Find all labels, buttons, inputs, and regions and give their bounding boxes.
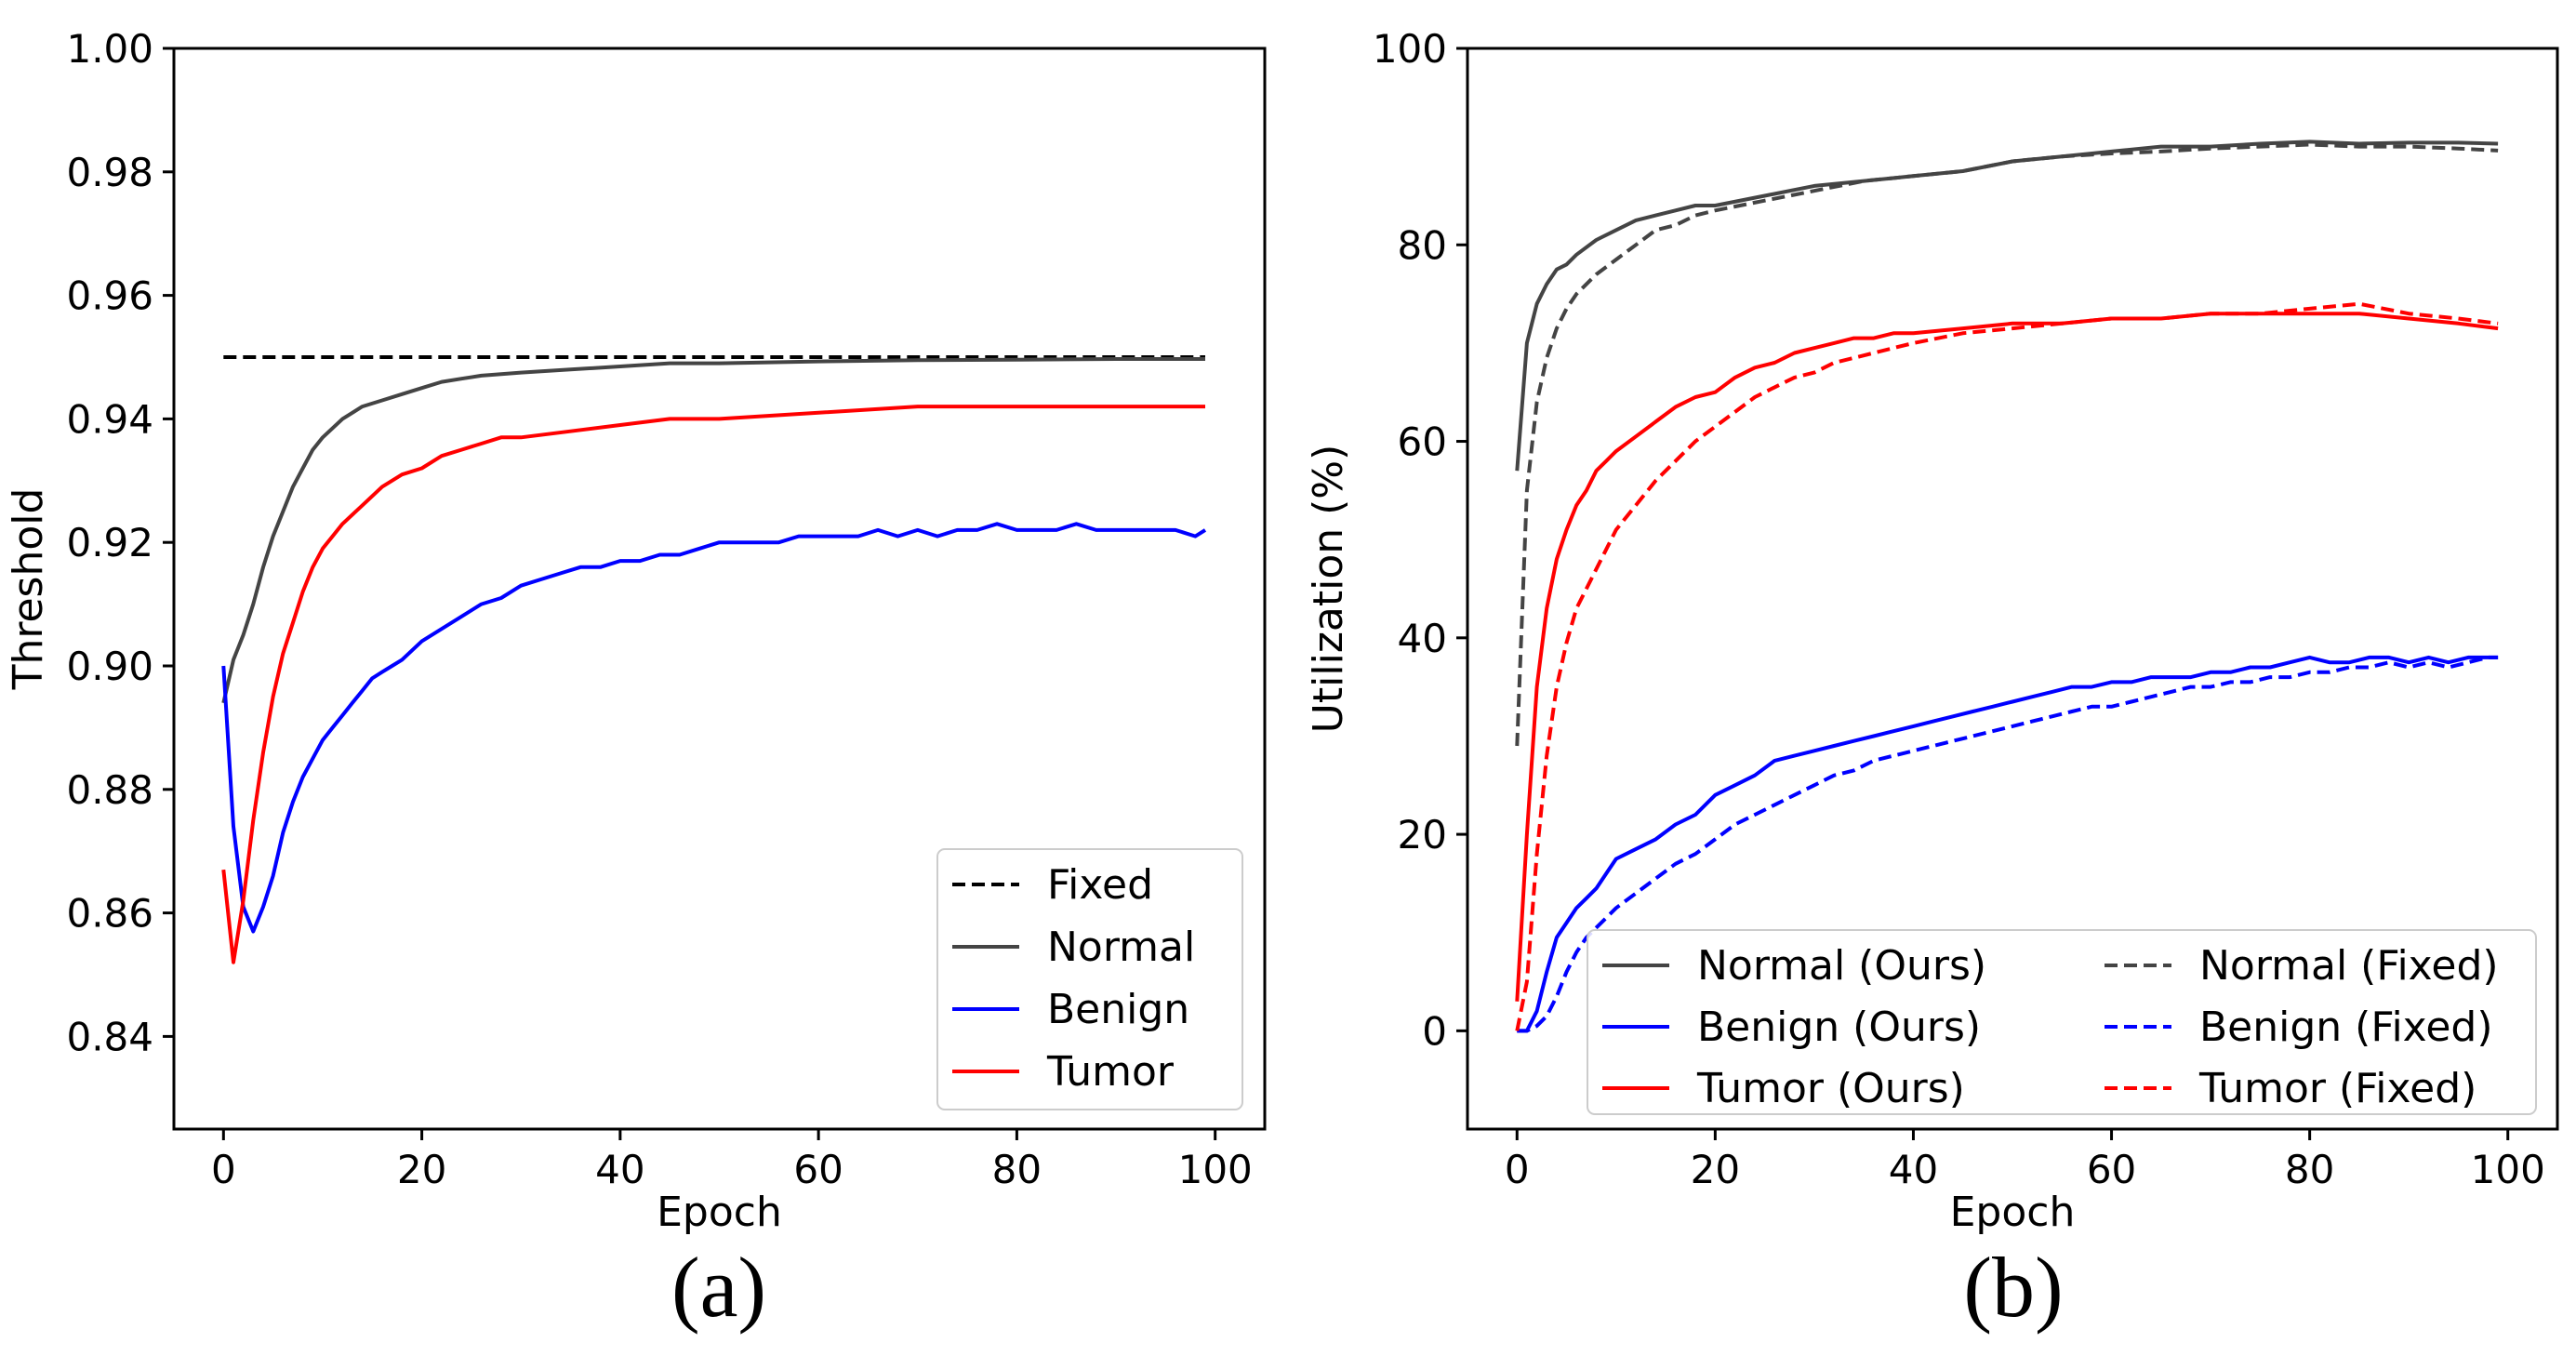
y-tick-label: 60: [1398, 419, 1447, 465]
x-tick-label: 100: [1178, 1147, 1253, 1192]
x-tick-label: 60: [793, 1147, 843, 1192]
panel-a: 0 20 40 60 80 100 0.84 0.86 0.88 0.90 0.92 0.94 0.96…: [5, 26, 1267, 1335]
y-tick-label: 40: [1398, 616, 1447, 661]
series-line-tumor: [221, 405, 1205, 964]
panel-caption: (b): [1963, 1240, 2063, 1335]
legend: Normal (Ours) Benign (Ours) Tumor (Ours) No…: [1587, 929, 2537, 1115]
panel-b: 0 20 40 60 80 100 0 20 40 60 80 100 Epoch Utilization…: [1305, 26, 2559, 1335]
y-tick-label: 100: [1373, 26, 1447, 72]
legend-label-tumor-fixed: Tumor (Fixed): [2198, 1065, 2476, 1112]
legend: Fixed Normal Benign Tumor: [936, 848, 1243, 1110]
y-tick-label: 20: [1398, 812, 1447, 857]
x-tick-label: 20: [1691, 1147, 1740, 1192]
y-tick-label: 0.88: [66, 767, 153, 813]
x-tick-label: 80: [2285, 1147, 2334, 1192]
y-tick-label: 0.92: [66, 520, 153, 565]
y-tick-label: 80: [1398, 222, 1447, 268]
series-line-normal: [221, 357, 1205, 704]
y-axis-label: Utilization (%): [1305, 445, 1352, 734]
legend-label-benign: Benign: [1047, 986, 1189, 1033]
y-axis-label: Threshold: [5, 488, 52, 691]
x-tick-label: 0: [211, 1147, 236, 1192]
x-tick-label: 100: [2471, 1147, 2545, 1192]
x-tick-label: 0: [1505, 1147, 1530, 1192]
y-tick-label: 0.98: [66, 150, 153, 195]
legend-label-normal: Normal: [1047, 924, 1195, 971]
legend-label-benign-fixed: Benign (Fixed): [2199, 1004, 2493, 1051]
legend-box: [1587, 929, 2537, 1115]
series-line-benign-ours: [1517, 655, 2499, 1033]
x-axis-label: Epoch: [1950, 1189, 2076, 1236]
legend-label-normal-ours: Normal (Ours): [1697, 942, 1986, 990]
y-tick-label: 0.94: [66, 396, 153, 442]
panel-caption: (a): [671, 1240, 766, 1335]
x-tick-label: 60: [2087, 1147, 2136, 1192]
y-tick-label: 0.96: [66, 273, 153, 319]
x-axis-label: Epoch: [657, 1189, 782, 1236]
series-line-normal-ours: [1515, 140, 2499, 472]
series-line-normal-fixed: [1515, 142, 2499, 747]
y-tick-label: 1.00: [66, 26, 153, 72]
series-line-benign-fixed: [1517, 655, 2499, 1033]
y-tick-label: 0: [1422, 1008, 1447, 1054]
legend-label-fixed: Fixed: [1047, 861, 1153, 909]
x-tick-label: 20: [397, 1147, 446, 1192]
x-tick-label: 80: [992, 1147, 1042, 1192]
series-line-benign: [221, 522, 1207, 934]
series-line-tumor-fixed: [1515, 301, 2499, 1031]
legend-label-benign-ours: Benign (Ours): [1697, 1004, 1981, 1051]
series-group: [1515, 140, 2499, 1033]
x-tick-label: 40: [595, 1147, 644, 1192]
legend-box: [936, 848, 1243, 1110]
y-tick-label: 0.86: [66, 891, 153, 937]
series-group: [221, 355, 1207, 964]
legend-label-tumor: Tumor: [1046, 1048, 1175, 1096]
y-tick-label: 0.84: [66, 1014, 153, 1059]
legend-label-normal-fixed: Normal (Fixed): [2199, 942, 2499, 990]
y-tick-label: 0.90: [66, 644, 153, 689]
x-tick-label: 40: [1889, 1147, 1938, 1192]
series-line-tumor-ours: [1515, 312, 2499, 1002]
plot-frame: [172, 47, 1267, 1131]
legend-label-tumor-ours: Tumor (Ours): [1696, 1065, 1965, 1112]
plot-frame: [1466, 47, 2559, 1131]
